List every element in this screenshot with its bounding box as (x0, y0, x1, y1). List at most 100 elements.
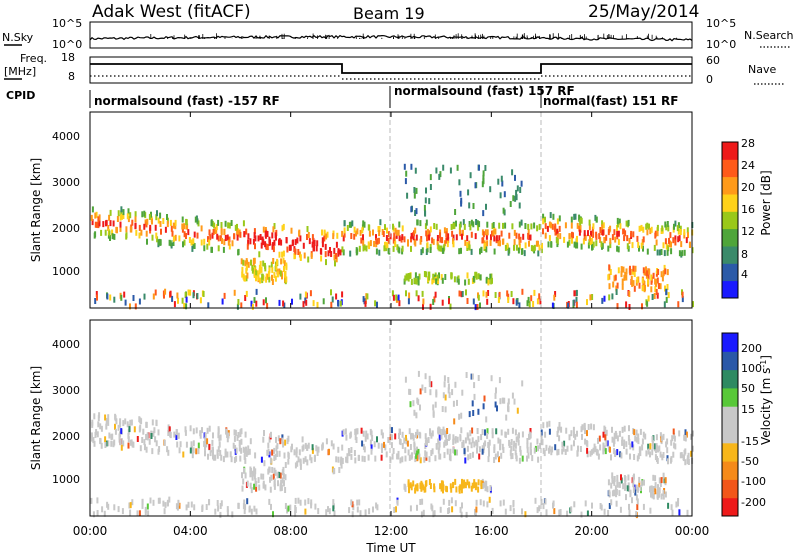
velocity-cell (280, 484, 283, 491)
velocity-cell (613, 448, 616, 455)
power-cell (485, 203, 487, 210)
nave-label: Nave (748, 63, 776, 76)
velocity-cell (94, 431, 97, 438)
velocity-cell (430, 381, 433, 388)
beam-label: Beam 19 (353, 4, 425, 23)
power-cell (435, 278, 438, 285)
power-cell (109, 220, 112, 227)
velocity-cell (234, 429, 237, 436)
power-cell (362, 220, 365, 227)
velocity-cell (377, 442, 380, 449)
power-cell (154, 224, 157, 231)
power-cell (504, 244, 507, 251)
power-cell (262, 239, 265, 246)
power-cell (385, 235, 388, 241)
velocity-cell (511, 392, 514, 399)
power-cell (233, 233, 236, 240)
velocity-cell (634, 435, 637, 442)
power-cell (626, 243, 629, 250)
power-cell (568, 233, 571, 240)
velocity-cell (294, 510, 297, 517)
velocity-cell (408, 483, 410, 490)
power-cell (120, 210, 123, 217)
velocity-cell (233, 429, 236, 436)
velocity-cell (410, 433, 412, 440)
velocity-cell (611, 477, 614, 484)
velocity-cell (380, 454, 383, 461)
power-cell (570, 216, 573, 223)
power-cell (125, 226, 128, 233)
power-cell (335, 293, 338, 300)
power-cell (292, 239, 294, 246)
velocity-cell (432, 511, 435, 518)
velocity-cell (475, 499, 478, 506)
velocity-cell (359, 510, 362, 517)
velocity-cell (421, 482, 424, 489)
power-cell (572, 299, 575, 306)
power-cell (479, 302, 481, 309)
velocity-cell (361, 455, 364, 462)
power-cell (449, 167, 452, 174)
velocity-cell (687, 459, 690, 465)
velocity-cell (431, 448, 434, 455)
velocity-cell (408, 454, 411, 461)
power-cell (642, 226, 645, 233)
power-cell (231, 240, 234, 247)
velocity-cell (466, 432, 469, 439)
velocity-cell (602, 442, 605, 449)
velocity-cell (488, 496, 491, 503)
velocity-cell (225, 428, 227, 435)
power-cell (377, 226, 380, 232)
velocity-cell (686, 509, 689, 516)
power-cell (253, 228, 256, 235)
velocity-cell (366, 433, 369, 440)
power-cell (270, 261, 273, 268)
velocity-cell (452, 434, 455, 441)
velocity-cell (461, 502, 463, 509)
velocity-cell (227, 432, 230, 439)
power-cell (415, 208, 418, 215)
velocity-cell (458, 413, 461, 420)
velocity-cell (574, 433, 577, 440)
velocity-cell (253, 466, 256, 473)
power-cell (470, 248, 473, 255)
velocity-cell (468, 481, 470, 488)
velocity-cb-tick-m200: -200 (741, 496, 766, 509)
velocity-cell (321, 442, 324, 449)
power-cell (466, 241, 469, 248)
velocity-cell (476, 441, 479, 448)
velocity-cell (454, 478, 457, 485)
velocity-cell (597, 437, 599, 444)
velocity-cell (590, 423, 593, 430)
velocity-cell (609, 446, 611, 453)
velocity-cell (277, 480, 279, 487)
power-cell (622, 228, 625, 235)
velocity-cell (502, 447, 505, 453)
power-cell (174, 234, 177, 241)
power-cell (298, 229, 301, 236)
power-cell (404, 178, 407, 185)
velocity-cell (363, 456, 366, 463)
power-cell (529, 234, 532, 241)
velocity-cell (380, 443, 383, 450)
velocity-cell (444, 406, 447, 413)
power-cb-tick-16: 16 (741, 203, 755, 216)
velocity-cell (219, 450, 222, 456)
velocity-cell (201, 427, 203, 434)
power-cell (530, 295, 533, 302)
velocity-cell (345, 456, 348, 463)
power-cell (425, 219, 428, 226)
power-cell (268, 267, 271, 274)
velocity-cell (158, 497, 161, 504)
power-cell (472, 298, 475, 305)
velocity-cell (536, 507, 539, 514)
power-cell (282, 250, 285, 257)
power-cell (664, 285, 666, 292)
power-cell (516, 185, 519, 192)
power-cell (273, 272, 276, 279)
power-cell (407, 298, 410, 305)
power-cell (493, 235, 496, 242)
velocity-cell (478, 446, 481, 453)
power-cell (247, 239, 250, 246)
velocity-cb-tick-50: 50 (741, 382, 755, 395)
